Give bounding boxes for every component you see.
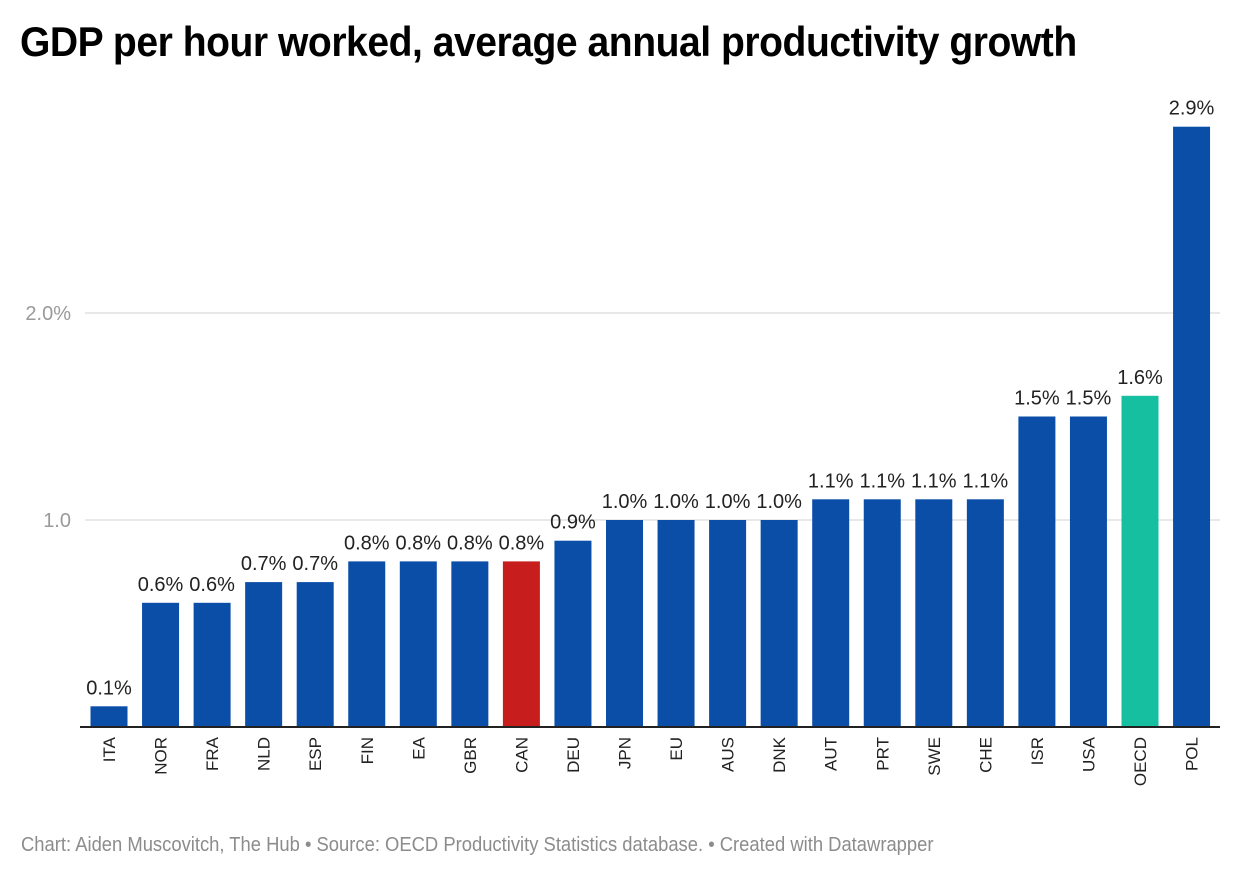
bar-deu [554,540,592,727]
category-label: EA [409,736,428,759]
value-label: 0.8% [344,532,390,554]
category-label: FRA [203,736,222,771]
category-label: GBR [461,737,480,774]
category-label: ITA [100,736,119,762]
chart-title: GDP per hour worked, average annual prod… [20,18,1077,65]
value-label: 0.8% [447,532,493,554]
value-label: 1.5% [1014,388,1060,410]
bar-swe [915,499,953,727]
category-label: NLD [255,737,274,771]
category-label: DNK [770,736,789,773]
category-label: POL [1183,737,1202,771]
category-label: OECD [1131,737,1150,786]
category-label: AUT [822,737,841,771]
value-label: 1.0% [705,491,751,513]
y-tick-label: 2.0% [25,303,71,325]
value-label: 1.1% [911,470,957,492]
category-label: ISR [1028,737,1047,765]
bar-fra [193,602,231,727]
bars [90,126,1211,727]
value-label: 0.7% [292,553,338,575]
bar-ea [399,561,437,727]
category-label: CHE [976,737,995,773]
value-label: 0.1% [86,677,132,699]
bar-che [966,499,1004,727]
category-label: FIN [358,737,377,764]
bar-gbr [451,561,489,727]
bar-ita [90,706,128,727]
value-label: 0.9% [550,512,596,534]
value-label: 0.6% [189,574,235,596]
category-label: ESP [306,737,325,771]
y-tick-label: 1.0 [43,510,71,532]
bar-jpn [606,520,643,727]
value-label: 1.1% [808,470,854,492]
value-label: 1.5% [1066,388,1112,410]
category-label: EU [667,737,686,761]
bar-fin [348,561,386,727]
value-label: 0.7% [241,553,287,575]
value-labels: 0.1%0.6% 0.6%0.7% 0.7%0.8% 0.8% 0.8% 0.8%0.9%… [86,98,1214,700]
category-label: NOR [152,737,171,775]
bar-pol [1173,126,1211,727]
bar-prt [863,499,901,727]
bar-eu [657,520,695,727]
bar-aut [812,499,850,727]
value-label: 0.8% [396,532,442,554]
value-label: 0.8% [499,532,545,554]
category-labels: ITA NOR FRA NLD ESP FIN EA GBR CAN DEU JPN EU AUS DNK… [100,736,1202,786]
category-label: DEU [564,737,583,773]
value-label: 1.0% [756,491,802,513]
bar-nor [142,602,180,727]
value-label: 1.1% [963,470,1009,492]
value-label: 1.1% [859,470,905,492]
category-label: USA [1079,736,1098,772]
value-label: 1.0% [602,491,648,513]
category-label: JPN [616,737,635,769]
bar-dnk [760,520,798,727]
value-label: 1.0% [653,491,699,513]
category-label: SWE [925,737,944,776]
bar-aus [709,520,747,727]
bar-nld [245,582,283,727]
category-label: PRT [873,737,892,771]
bar-isr [1018,416,1056,727]
category-label: AUS [719,737,738,772]
bar-can [502,561,540,727]
value-label: 0.6% [138,574,184,596]
category-label: CAN [512,737,531,773]
chart-footer: Chart: Aiden Muscovitch, The Hub • Sourc… [21,834,934,856]
bar-esp [296,582,334,727]
bar-oecd [1121,395,1159,727]
value-label: 1.6% [1117,367,1163,389]
bar-usa [1069,416,1107,727]
value-label: 2.9% [1169,98,1215,120]
